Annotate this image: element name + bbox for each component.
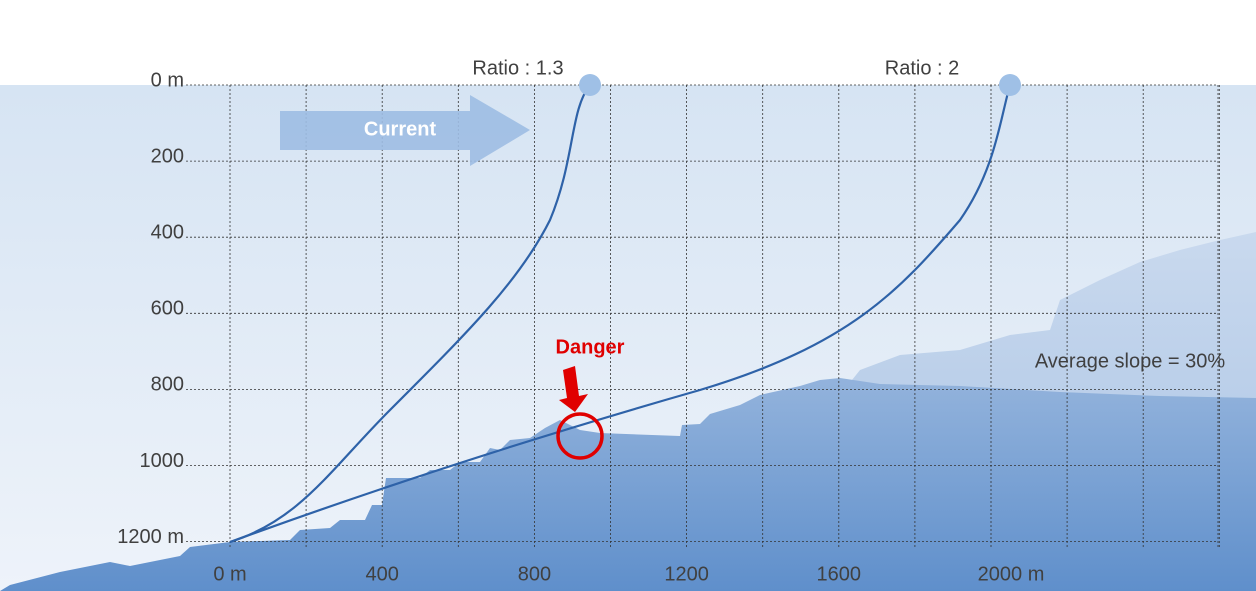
start-point bbox=[999, 74, 1021, 96]
y-tick-label: 1200 m bbox=[117, 526, 184, 548]
y-tick-label: 200 bbox=[151, 145, 184, 167]
danger-arrow bbox=[559, 366, 588, 412]
x-tick-label: 400 bbox=[366, 563, 399, 585]
y-tick-label: 800 bbox=[151, 374, 184, 396]
x-tick-label: 800 bbox=[518, 563, 551, 585]
danger-circle bbox=[556, 412, 604, 460]
x-tick-label: 1200 bbox=[664, 563, 709, 585]
x-tick-label: 0 m bbox=[213, 563, 246, 585]
trajectory-ratio-2 bbox=[229, 84, 1012, 544]
tick-labels: 0 m 200 400 600 800 1000 1200 m 0 m 400 800 1200 16… bbox=[117, 69, 1044, 585]
trajectory-ratio-1 bbox=[229, 84, 591, 544]
danger-label: Danger bbox=[556, 336, 625, 358]
terrain bbox=[0, 378, 1256, 591]
y-tick-label: 600 bbox=[151, 298, 184, 320]
y-tick-label: 0 m bbox=[151, 69, 184, 91]
x-tick-label: 2000 m bbox=[978, 563, 1045, 585]
x-tick-label: 1600 bbox=[817, 563, 862, 585]
start-point bbox=[579, 74, 601, 96]
slope-label: Average slope = 30% bbox=[1035, 350, 1226, 372]
ratio-label: Ratio : 1.3 bbox=[472, 57, 563, 79]
y-tick-label: 1000 bbox=[140, 450, 185, 472]
current-label: Current bbox=[364, 118, 437, 140]
y-tick-label: 400 bbox=[151, 221, 184, 243]
current-arrow bbox=[280, 95, 530, 166]
ratio-label: Ratio : 2 bbox=[885, 57, 959, 79]
grid bbox=[186, 84, 1220, 548]
